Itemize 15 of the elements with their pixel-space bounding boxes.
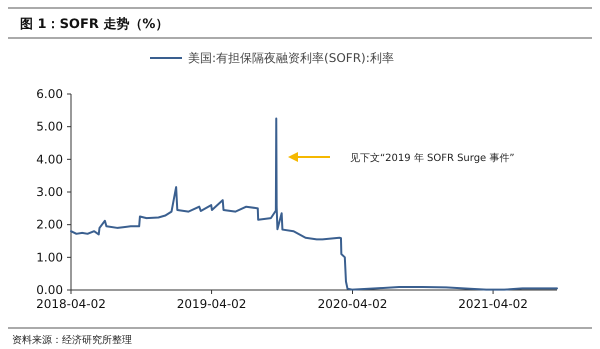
x-tick-label: 2019-04-02 (176, 297, 246, 311)
y-tick-label: 5.00 (36, 120, 63, 134)
text: 资料来源：经济研究所整理 (12, 334, 132, 346)
legend-label: 美国:有担保隔夜融资利率(SOFR):利率 (188, 51, 394, 65)
y-tick-label: 1.00 (36, 250, 63, 264)
chart-title: 图 1：SOFR 走势（%） (20, 16, 168, 32)
y-tick-label: 0.00 (36, 283, 63, 297)
y-tick-label: 4.00 (36, 152, 63, 166)
y-tick-label: 6.00 (36, 87, 63, 101)
annotation: 见下文“2019 年 SOFR Surge 事件” (350, 152, 515, 164)
y-tick-label: 2.00 (36, 218, 63, 232)
x-tick-label: 2020-04-02 (318, 297, 388, 311)
x-tick-label: 2018-04-02 (36, 297, 106, 311)
x-tick-label: 2021-04-02 (458, 297, 528, 311)
y-tick-label: 3.00 (36, 185, 63, 199)
